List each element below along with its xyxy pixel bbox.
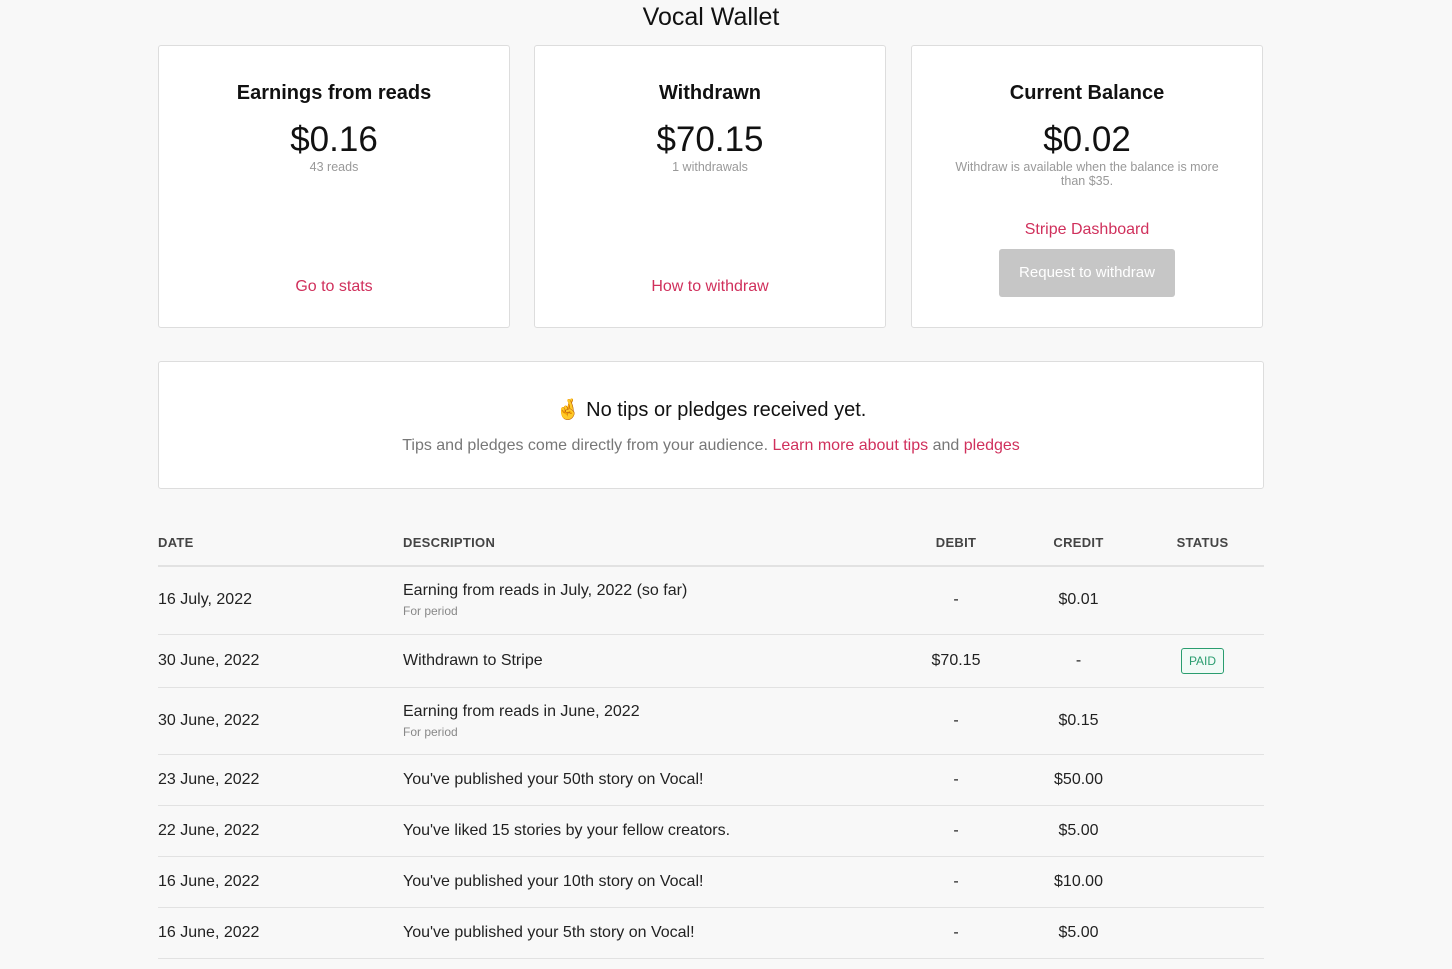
description-text: Earning from reads in June, 2022: [403, 702, 640, 720]
withdrawn-amount: $70.15: [656, 120, 764, 159]
reads-count: 43 reads: [309, 160, 359, 174]
learn-tips-link[interactable]: Learn more about tips: [772, 437, 929, 454]
row-status: PAID: [1141, 634, 1264, 688]
row-status: [1141, 754, 1264, 806]
crossed-fingers-icon: 🤞: [555, 399, 581, 421]
header-status: STATUS: [1141, 520, 1264, 567]
earnings-amount: $0.16: [290, 120, 378, 159]
table-row: 30 June, 2022 Earning from reads in June…: [158, 687, 1264, 755]
withdraw-note: Withdraw is available when the balance i…: [955, 160, 1219, 188]
row-status: [1141, 566, 1264, 635]
row-date: 16 June, 2022: [158, 856, 403, 908]
row-debit: -: [896, 566, 1016, 635]
stripe-dashboard-link[interactable]: Stripe Dashboard: [1024, 221, 1150, 238]
row-date: 30 June, 2022: [158, 687, 403, 755]
card-heading: Current Balance: [1009, 82, 1165, 104]
row-debit: $70.15: [896, 634, 1016, 688]
row-date: 30 June, 2022: [158, 634, 403, 688]
row-credit: $5.00: [1016, 907, 1141, 959]
transactions-table: DATE DESCRIPTION DEBIT CREDIT STATUS 16 …: [158, 520, 1264, 959]
description-text: You've liked 15 stories by your fellow c…: [403, 821, 731, 839]
tips-panel: 🤞 No tips or pledges received yet. Tips …: [158, 361, 1264, 489]
row-description: You've liked 15 stories by your fellow c…: [403, 805, 896, 857]
how-to-withdraw-link[interactable]: How to withdraw: [651, 278, 769, 295]
table-row: 16 July, 2022 Earning from reads in July…: [158, 566, 1264, 635]
card-heading: Withdrawn: [658, 82, 762, 104]
header-date: DATE: [158, 520, 403, 567]
page-title: Vocal Wallet: [642, 3, 780, 31]
go-to-stats-link[interactable]: Go to stats: [295, 278, 373, 295]
row-debit: -: [896, 687, 1016, 755]
earnings-card: Earnings from reads $0.16 43 reads Go to…: [158, 45, 510, 328]
description-text: You've published your 5th story on Vocal…: [403, 923, 695, 941]
row-credit: $50.00: [1016, 754, 1141, 806]
row-description: Earning from reads in July, 2022 (so far…: [403, 566, 896, 635]
table-row: 23 June, 2022 You've published your 50th…: [158, 754, 1264, 806]
description-text: You've published your 10th story on Voca…: [403, 872, 704, 890]
card-heading: Earnings from reads: [236, 82, 432, 104]
row-credit: -: [1016, 634, 1141, 688]
row-date: 16 July, 2022: [158, 566, 403, 635]
row-credit: $0.01: [1016, 566, 1141, 635]
balance-amount: $0.02: [1043, 120, 1131, 159]
row-description: You've published your 10th story on Voca…: [403, 856, 896, 908]
row-credit: $5.00: [1016, 805, 1141, 857]
withdrawn-card: Withdrawn $70.15 1 withdrawals How to wi…: [534, 45, 886, 328]
row-debit: -: [896, 805, 1016, 857]
table-row: 16 June, 2022 You've published your 10th…: [158, 856, 1264, 908]
balance-card: Current Balance $0.02 Withdraw is availa…: [911, 45, 1263, 328]
period-note: For period: [403, 604, 458, 619]
table-row: 30 June, 2022 Withdrawn to Stripe $70.15…: [158, 634, 1264, 688]
pledges-link[interactable]: pledges: [963, 437, 1020, 454]
row-description: You've published your 5th story on Vocal…: [403, 907, 896, 959]
row-description: Withdrawn to Stripe: [403, 634, 896, 688]
row-status: [1141, 805, 1264, 857]
row-debit: -: [896, 907, 1016, 959]
header-credit: CREDIT: [1016, 520, 1141, 567]
status-badge: PAID: [1180, 647, 1225, 674]
row-debit: -: [896, 856, 1016, 908]
period-note: For period: [403, 724, 458, 739]
request-withdraw-button[interactable]: Request to withdraw: [999, 249, 1175, 297]
row-credit: $10.00: [1016, 856, 1141, 908]
description-text: Earning from reads in July, 2022 (so far…: [403, 582, 688, 600]
header-description: DESCRIPTION: [403, 520, 896, 567]
and-text: and: [932, 437, 960, 454]
description-text: You've published your 50th story on Voca…: [403, 770, 704, 788]
row-description: Earning from reads in June, 2022 For peri…: [403, 687, 896, 755]
row-date: 16 June, 2022: [158, 907, 403, 959]
row-status: [1141, 687, 1264, 755]
row-debit: -: [896, 754, 1016, 806]
description-text: Withdrawn to Stripe: [403, 651, 543, 669]
row-description: You've published your 50th story on Voca…: [403, 754, 896, 806]
row-status: [1141, 907, 1264, 959]
table-row: 22 June, 2022 You've liked 15 stories by…: [158, 805, 1264, 857]
table-row: 16 June, 2022 You've published your 5th …: [158, 907, 1264, 959]
row-credit: $0.15: [1016, 687, 1141, 755]
header-debit: DEBIT: [896, 520, 1016, 567]
row-date: 22 June, 2022: [158, 805, 403, 857]
row-status: [1141, 856, 1264, 908]
tips-text: Tips and pledges come directly from your…: [402, 437, 769, 454]
withdrawals-count: 1 withdrawals: [672, 160, 748, 174]
row-date: 23 June, 2022: [158, 754, 403, 806]
tips-heading: No tips or pledges received yet.: [586, 399, 867, 421]
